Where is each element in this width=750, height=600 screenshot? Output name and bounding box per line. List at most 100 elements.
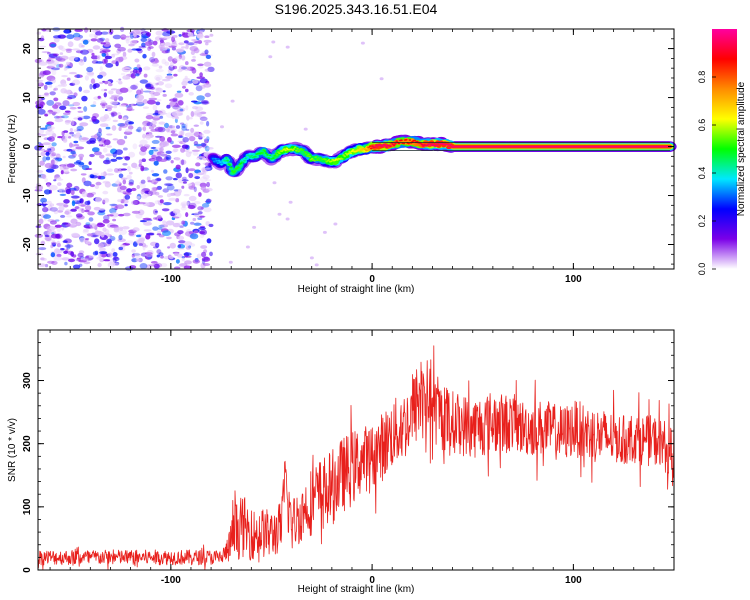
noise-speckle (164, 61, 170, 66)
noise-speckle (42, 206, 49, 213)
noise-speckle (203, 207, 212, 213)
noise-speckle (206, 238, 212, 244)
noise-speckle (104, 80, 109, 85)
noise-speckle (141, 242, 147, 248)
noise-speckle (188, 136, 196, 142)
noise-speckle (102, 171, 107, 177)
noise-speckle (43, 201, 47, 205)
noise-speckle (150, 159, 157, 162)
noise-speckle (92, 234, 99, 238)
noise-speckle (179, 108, 184, 112)
noise-speckle (163, 256, 170, 260)
noise-speckle (192, 106, 199, 110)
noise-speckle (181, 257, 185, 262)
ridge-point (216, 162, 220, 165)
noise-speckle (192, 40, 199, 46)
noise-speckle (137, 126, 144, 131)
noise-speckle (172, 222, 181, 228)
noise-speckle (196, 253, 202, 259)
noise-speckle (56, 202, 65, 206)
noise-speckle (152, 104, 158, 111)
noise-speckle (38, 218, 44, 225)
noise-speckle (158, 121, 166, 125)
ridge-point (446, 143, 449, 146)
noise-speckle (132, 84, 137, 90)
noise-speckle (83, 228, 89, 232)
noise-speckle (46, 99, 55, 106)
noise-speckle (151, 120, 157, 125)
noise-speckle (152, 226, 159, 231)
noise-speckle (148, 46, 154, 49)
noise-speckle (112, 256, 120, 262)
noise-speckle (40, 197, 47, 204)
noise-speckle (189, 117, 193, 120)
noise-speckle (152, 209, 158, 215)
ridge-point (314, 156, 318, 159)
y-tick-label: 10 (22, 92, 33, 104)
noise-speckle (142, 202, 150, 207)
noise-speckle (49, 146, 56, 152)
noise-speckle (201, 256, 211, 262)
noise-speckle (38, 72, 45, 78)
noise-speckle (150, 179, 159, 185)
noise-speckle (181, 123, 187, 128)
noise-speckle (169, 61, 174, 68)
noise-speckle (193, 186, 197, 193)
ridge-point (303, 151, 307, 153)
noise-speckle (39, 101, 46, 106)
noise-speckle (184, 260, 192, 265)
noise-speckle (49, 91, 56, 96)
ridge-point (365, 149, 368, 152)
noise-speckle (205, 198, 211, 204)
x-tick-label: 100 (565, 575, 582, 586)
y-tick-label: 0 (22, 143, 33, 149)
colorbar-tick-label: 0.4 (697, 167, 707, 180)
ridge-point (275, 153, 279, 156)
noise-speckle (203, 256, 209, 261)
noise-speckle (196, 30, 204, 34)
noise-speckle (185, 105, 189, 111)
colorbar-tick-label: 0.0 (697, 263, 707, 276)
noise-speckle (78, 86, 83, 92)
noise-speckle (194, 212, 199, 218)
noise-speckle (200, 186, 207, 191)
noise-speckle (55, 153, 61, 159)
noise-speckle (115, 80, 123, 83)
noise-speckle (115, 156, 123, 160)
noise-speckle (76, 125, 84, 131)
noise-speckle (39, 45, 47, 48)
noise-speckle (58, 45, 64, 50)
noise-speckle (187, 80, 193, 84)
noise-speckle (73, 144, 80, 147)
noise-speckle (193, 222, 202, 226)
noise-speckle (199, 121, 204, 125)
ridge-point (219, 161, 222, 164)
noise-speckle (102, 227, 107, 232)
noise-speckle (144, 41, 153, 47)
noise-speckle (181, 185, 185, 189)
noise-speckle (172, 125, 176, 129)
noise-speckle (145, 83, 152, 88)
noise-speckle (83, 89, 90, 94)
noise-speckle (200, 245, 208, 249)
noise-speckle (137, 126, 142, 133)
noise-speckle (135, 258, 140, 262)
noise-speckle (192, 151, 199, 156)
ridge-point (374, 144, 378, 146)
noise-speckle (187, 204, 196, 210)
noise-speckle (186, 115, 190, 121)
noise-speckle (303, 127, 308, 131)
noise-speckle (174, 252, 179, 256)
noise-speckle (138, 159, 143, 165)
noise-speckle (73, 140, 79, 144)
noise-speckle (53, 159, 59, 165)
ridge-point (226, 159, 229, 162)
noise-speckle (192, 259, 200, 264)
noise-speckle (183, 66, 191, 72)
noise-speckle (205, 187, 213, 192)
noise-speckle (91, 116, 97, 122)
noise-speckle (169, 101, 178, 107)
noise-speckle (99, 81, 104, 85)
noise-speckle (193, 131, 200, 137)
spectrogram-y-ticks: -20 -10 0 10 20 (22, 28, 674, 265)
